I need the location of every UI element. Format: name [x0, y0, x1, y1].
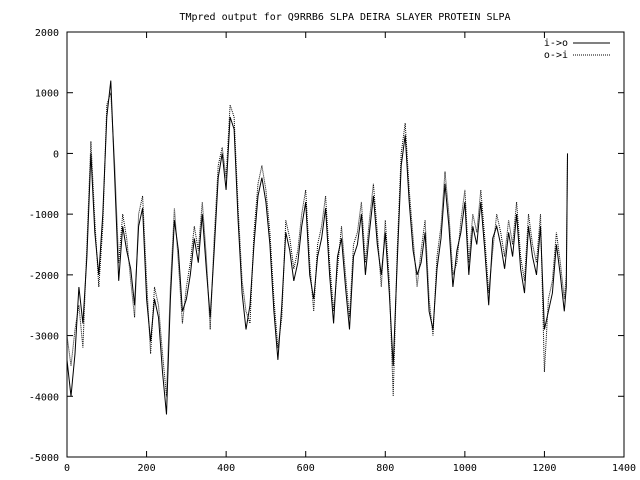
y-axis: -5000 -4000 -3000 -2000 -1000 0 1000 2000: [29, 28, 624, 464]
y-tick-label: -3000: [29, 332, 59, 343]
y-tick-label: 1000: [35, 89, 59, 100]
legend: i->o o->i: [544, 38, 610, 61]
x-tick-label: 1400: [612, 463, 636, 474]
series-o-i-line: [66, 92, 568, 397]
series-i-o-line: [66, 80, 568, 415]
x-tick-label: 1200: [532, 463, 556, 474]
y-tick-label: -2000: [29, 271, 59, 282]
y-tick-label: -4000: [29, 392, 59, 403]
x-tick-label: 0: [64, 463, 70, 474]
legend-label-i-o: i->o: [544, 38, 568, 49]
y-tick-label: 2000: [35, 28, 59, 39]
legend-label-o-i: o->i: [544, 50, 568, 61]
y-tick-label: -5000: [29, 453, 59, 464]
y-tick-label: 0: [53, 149, 59, 160]
y-tick-label: -1000: [29, 210, 59, 221]
x-tick-label: 800: [376, 463, 394, 474]
x-tick-label: 200: [138, 463, 156, 474]
x-tick-label: 1000: [453, 463, 477, 474]
plot-frame: [66, 31, 625, 458]
chart-title: TMpred output for Q9RRB6 SLPA DEIRA SLAY…: [179, 12, 510, 23]
x-tick-label: 600: [297, 463, 315, 474]
x-tick-label: 400: [217, 463, 235, 474]
x-axis: 0 200 400 600 800 1000 1200 1400: [64, 32, 636, 474]
